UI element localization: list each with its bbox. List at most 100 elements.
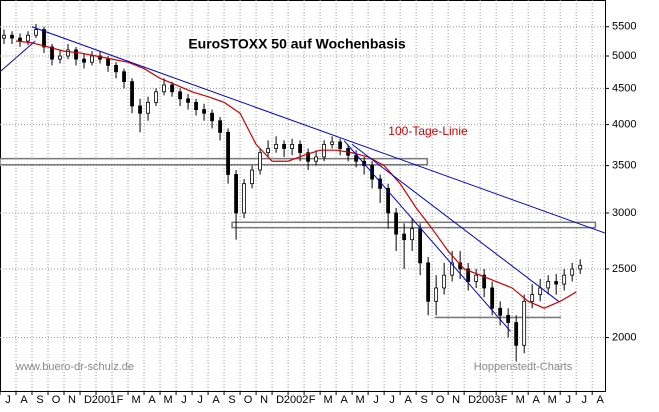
- x-tick-label: A: [20, 394, 28, 406]
- x-tick-label: A: [404, 394, 412, 406]
- candle-body: [43, 30, 46, 47]
- x-tick-label: N: [452, 394, 460, 406]
- candle-body: [67, 50, 70, 56]
- candle-body: [227, 132, 230, 174]
- x-tick-label: A: [533, 394, 541, 406]
- candle-body: [283, 144, 286, 148]
- candle-body: [419, 229, 422, 263]
- candle-body: [171, 85, 174, 92]
- candle-body: [291, 144, 294, 148]
- candle-body: [339, 142, 342, 149]
- x-tick-label: 2001: [92, 394, 116, 406]
- candle-body: [299, 144, 302, 152]
- candle-body: [491, 288, 494, 308]
- candle-body: [91, 56, 94, 62]
- x-tick-label: M: [163, 394, 172, 406]
- candle-body: [163, 85, 166, 92]
- x-tick-label: N: [260, 394, 268, 406]
- x-tick-label: J: [565, 394, 571, 406]
- candle-body: [547, 282, 550, 288]
- x-tick-label: O: [52, 394, 61, 406]
- candle-body: [275, 144, 278, 148]
- candle-body: [475, 275, 478, 281]
- candle-body: [235, 174, 238, 212]
- candle-body: [539, 288, 542, 295]
- candle-body: [211, 113, 214, 120]
- candle-body: [203, 110, 206, 114]
- x-tick-label: 2002: [284, 394, 308, 406]
- candle-body: [59, 56, 62, 59]
- candle-body: [83, 59, 86, 62]
- candle-body: [403, 234, 406, 240]
- watermark: www.buero-dr-schulz.de: [15, 361, 134, 373]
- candle-body: [27, 35, 30, 41]
- candle-body: [499, 308, 502, 315]
- x-tick-label: J: [181, 394, 187, 406]
- candle-body: [411, 229, 414, 240]
- candle-body: [19, 38, 22, 41]
- x-tick-label: M: [516, 394, 525, 406]
- x-tick-label: O: [436, 394, 445, 406]
- x-tick-label: F: [309, 394, 316, 406]
- candle-body: [395, 213, 398, 234]
- x-tick-label: S: [228, 394, 235, 406]
- candle-body: [123, 72, 126, 82]
- candle-body: [35, 30, 38, 36]
- candle-body: [443, 275, 446, 288]
- y-tick-label: 2000: [612, 331, 636, 343]
- candle-body: [219, 121, 222, 133]
- candle-body: [435, 288, 438, 301]
- x-tick-label: A: [597, 394, 605, 406]
- candle-body: [131, 82, 134, 106]
- candle-body: [243, 184, 246, 213]
- candle-body: [571, 269, 574, 275]
- candle-body: [11, 35, 14, 38]
- chart-title: EuroSTOXX 50 auf Wochenbasis: [188, 36, 406, 52]
- candle-body: [331, 142, 334, 144]
- candle-body: [531, 295, 534, 302]
- x-tick-label: J: [197, 394, 203, 406]
- candle-body: [507, 315, 510, 322]
- x-tick-label: S: [420, 394, 427, 406]
- candle-body: [515, 323, 518, 346]
- y-tick-label: 5500: [612, 21, 636, 33]
- x-tick-label: F: [117, 394, 124, 406]
- candle-body: [259, 153, 262, 170]
- candle-body: [555, 282, 558, 285]
- y-tick-label: 4000: [612, 118, 636, 130]
- x-tick-label: S: [36, 394, 43, 406]
- x-tick-label: A: [340, 394, 348, 406]
- candle-body: [3, 35, 6, 38]
- y-tick-label: 5000: [612, 50, 636, 62]
- x-tick-label: F: [501, 394, 508, 406]
- x-tick-label: A: [212, 394, 220, 406]
- candle-body: [195, 102, 198, 109]
- y-tick-label: 3500: [612, 159, 636, 171]
- x-tick-label: J: [389, 394, 395, 406]
- x-tick-label: M: [548, 394, 557, 406]
- y-tick-label: 3000: [612, 207, 636, 219]
- candle-body: [155, 92, 158, 103]
- x-tick-label: J: [373, 394, 379, 406]
- x-tick-label: J: [5, 394, 11, 406]
- ma-label: 100-Tage-Linie: [388, 124, 468, 138]
- x-tick-label: M: [324, 394, 333, 406]
- x-tick-label: M: [131, 394, 140, 406]
- candle-body: [267, 149, 270, 153]
- candle-body: [563, 275, 566, 284]
- source: Hoppenstedt-Charts: [474, 361, 573, 373]
- candle-body: [315, 157, 318, 161]
- y-tick-label: 2500: [612, 263, 636, 275]
- candle-body: [139, 106, 142, 113]
- candle-body: [187, 99, 190, 103]
- candle-body: [107, 59, 110, 65]
- candle-body: [251, 170, 254, 184]
- candle-body: [115, 65, 118, 71]
- support-level: [232, 222, 595, 227]
- x-tick-label: J: [581, 394, 587, 406]
- x-tick-label: A: [148, 394, 156, 406]
- y-tick-label: 4500: [612, 82, 636, 94]
- x-tick-label: O: [244, 394, 253, 406]
- x-tick-label: M: [356, 394, 365, 406]
